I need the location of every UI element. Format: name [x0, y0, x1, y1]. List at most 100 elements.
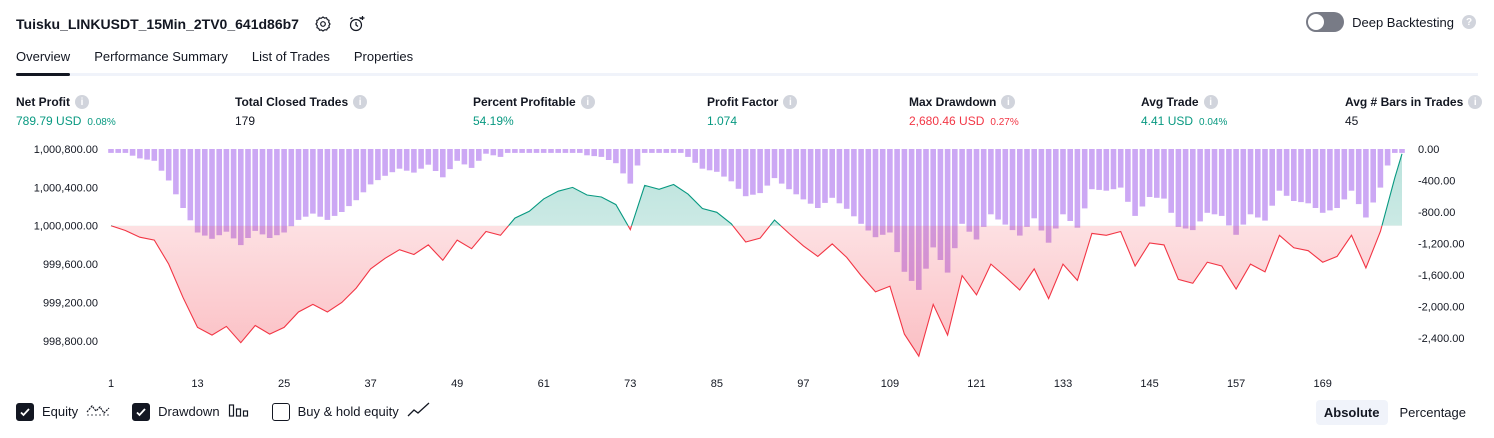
metric-value: 789.79 USD — [16, 114, 82, 128]
drawdown-bar — [1002, 149, 1009, 225]
drawdown-bar — [447, 149, 453, 170]
drawdown-bar — [540, 149, 547, 153]
drawdown-bar — [699, 149, 706, 169]
equity-chart[interactable]: 1,000,800.00 1,000,400.00 1,000,000.00 999,… — [0, 140, 1494, 392]
drawdown-bar — [1024, 149, 1030, 227]
x-axis-tick: 37 — [365, 378, 377, 390]
drawdown-bar — [843, 149, 850, 209]
drawdown-bar — [425, 149, 432, 165]
info-icon[interactable]: i — [353, 95, 368, 109]
drawdown-bar — [526, 149, 533, 153]
drawdown-bar — [1312, 149, 1319, 208]
tab-properties[interactable]: Properties — [353, 49, 414, 64]
drawdown-bar — [959, 149, 965, 224]
drawdown-bar — [533, 149, 540, 153]
tab-performance-summary[interactable]: Performance Summary — [94, 49, 228, 64]
metric-avg-bars: Avg # Bars in Trades i 45 — [1345, 94, 1483, 128]
drawdown-bar — [223, 149, 230, 232]
drawdown-bar — [137, 149, 143, 159]
x-axis-tick: 1 — [108, 378, 114, 390]
legend-buy-hold[interactable]: Buy & hold equity — [271, 402, 431, 421]
drawdown-bar — [346, 149, 352, 207]
drawdown-bars — [108, 149, 1405, 290]
tab-overview[interactable]: Overview — [16, 46, 71, 76]
drawdown-checkbox[interactable] — [132, 402, 151, 421]
drawdown-bar — [872, 149, 879, 238]
add-alert-icon[interactable] — [347, 14, 367, 34]
y-axis-left-tick: 1,000,400.00 — [34, 182, 98, 194]
drawdown-bar — [706, 149, 713, 171]
tab-list-of-trades[interactable]: List of Trades — [251, 49, 330, 64]
drawdown-bar — [728, 149, 735, 182]
strategy-header: Tuisku_LINKUSDT_15Min_2TV0_641d86b7 — [16, 10, 367, 38]
metric-label: Avg Trade — [1141, 95, 1199, 109]
equity-line-icon — [86, 402, 110, 421]
absolute-button[interactable]: Absolute — [1315, 400, 1388, 425]
drawdown-bar — [1240, 149, 1247, 225]
y-axis-left-tick: 999,600.00 — [43, 259, 98, 271]
drawdown-bar — [1074, 149, 1081, 228]
info-icon[interactable]: i — [580, 95, 595, 109]
drawdown-bar — [641, 149, 648, 153]
deep-backtesting-toggle[interactable] — [1306, 12, 1345, 32]
info-icon[interactable]: i — [783, 95, 798, 109]
info-icon[interactable]: i — [75, 95, 89, 109]
metric-label: Max Drawdown — [909, 95, 997, 109]
drawdown-bar — [281, 149, 287, 233]
drawdown-bar — [266, 149, 273, 238]
drawdown-bar — [151, 149, 158, 161]
drawdown-bar — [108, 149, 114, 153]
drawdown-bar — [1125, 149, 1131, 202]
drawdown-bar — [360, 149, 367, 193]
x-axis-tick: 61 — [538, 378, 550, 390]
drawdown-bar — [173, 149, 179, 195]
metric-value: 4.41 USD — [1141, 114, 1194, 128]
settings-icon[interactable] — [313, 14, 333, 34]
drawdown-bar — [1081, 149, 1088, 209]
drawdown-bar — [894, 149, 900, 253]
metric-value: 54.19% — [473, 114, 514, 128]
drawdown-bar — [454, 149, 460, 161]
info-icon[interactable]: i — [1468, 95, 1483, 109]
drawdown-bar — [1168, 149, 1174, 213]
drawdown-bar — [930, 149, 936, 248]
drawdown-bar — [670, 149, 677, 153]
drawdown-bar — [569, 149, 576, 153]
drawdown-bar — [944, 149, 951, 273]
drawdown-bar — [1392, 149, 1398, 153]
drawdown-bar — [194, 149, 201, 233]
x-axis-tick: 97 — [797, 378, 809, 390]
info-icon[interactable]: i — [1203, 95, 1218, 109]
x-axis-tick: 109 — [881, 378, 899, 390]
drawdown-bar — [1096, 149, 1102, 190]
chart-axes: 1,000,800.00 1,000,400.00 1,000,000.00 999,… — [34, 144, 1465, 390]
drawdown-bar — [1348, 149, 1355, 191]
buy-hold-checkbox[interactable] — [271, 402, 290, 421]
legend-drawdown[interactable]: Drawdown — [132, 402, 249, 421]
drawdown-bar — [771, 149, 778, 179]
drawdown-bar — [735, 149, 742, 189]
drawdown-bar — [829, 149, 835, 198]
drawdown-bar — [1319, 149, 1326, 213]
y-axis-left-tick: 1,000,800.00 — [34, 144, 98, 156]
info-icon[interactable]: i — [1001, 95, 1016, 109]
drawdown-bar — [1363, 149, 1369, 218]
metric-label: Total Closed Trades — [235, 95, 349, 109]
y-axis-left-tick: 998,800.00 — [43, 336, 98, 348]
legend-equity[interactable]: Equity — [16, 402, 110, 421]
metric-value: 2,680.46 USD — [909, 114, 985, 128]
percentage-button[interactable]: Percentage — [1399, 405, 1467, 420]
drawdown-bar — [230, 149, 237, 239]
equity-checkbox[interactable] — [16, 402, 34, 421]
legend-buy-hold-label: Buy & hold equity — [297, 404, 399, 419]
help-icon[interactable]: ? — [1462, 15, 1476, 29]
equity-area-negative — [111, 225, 1402, 357]
drawdown-bar — [656, 149, 662, 153]
drawdown-bar — [339, 149, 345, 212]
drawdown-bar — [764, 149, 771, 186]
drawdown-bar — [274, 149, 280, 236]
drawdown-bar — [605, 149, 612, 160]
drawdown-bar — [317, 149, 323, 217]
metric-value: 45 — [1345, 114, 1359, 128]
metric-percent-profitable: Percent Profitable i 54.19% — [473, 94, 595, 128]
